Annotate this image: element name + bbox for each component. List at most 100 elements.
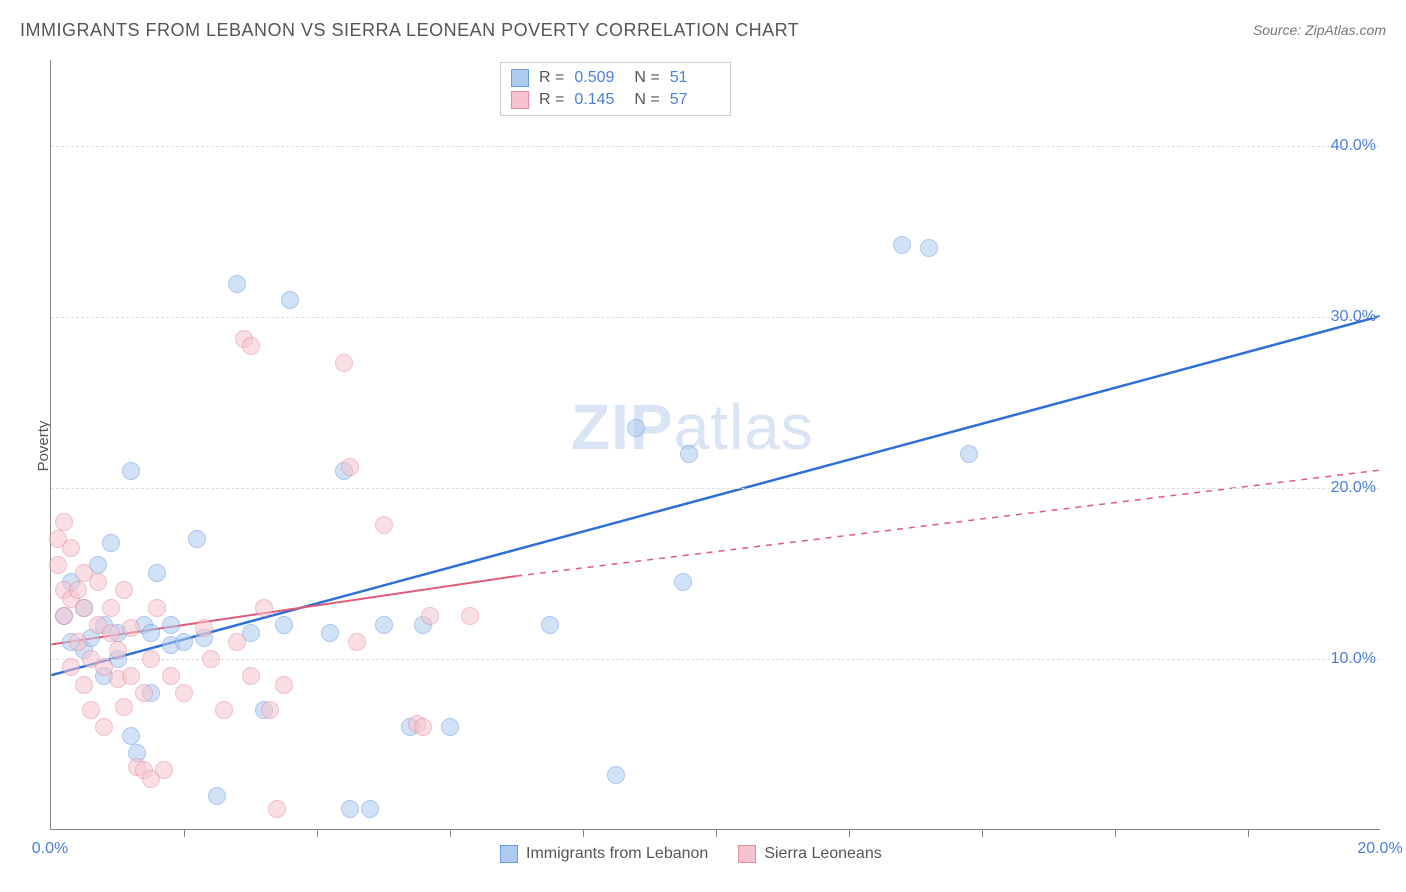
data-point — [341, 800, 359, 818]
data-point — [228, 275, 246, 293]
chart-title: IMMIGRANTS FROM LEBANON VS SIERRA LEONEA… — [20, 20, 799, 41]
data-point — [261, 701, 279, 719]
data-point — [195, 619, 213, 637]
data-point — [275, 676, 293, 694]
legend-label-lebanon: Immigrants from Lebanon — [526, 845, 708, 863]
data-point — [75, 599, 93, 617]
data-point — [375, 616, 393, 634]
correlation-legend: R =0.509N =51R =0.145N =57 — [500, 62, 731, 116]
x-tick — [450, 829, 451, 837]
legend-item-sierra: Sierra Leoneans — [738, 845, 881, 863]
data-point — [321, 624, 339, 642]
data-point — [375, 516, 393, 534]
data-point — [162, 667, 180, 685]
data-point — [122, 619, 140, 637]
legend-row: R =0.509N =51 — [511, 67, 720, 89]
data-point — [242, 337, 260, 355]
data-point — [242, 667, 260, 685]
data-point — [175, 684, 193, 702]
trend-line-extrapolated — [516, 470, 1379, 576]
data-point — [135, 684, 153, 702]
legend-swatch-lebanon — [500, 845, 518, 863]
data-point — [960, 445, 978, 463]
gridline-h — [51, 317, 1380, 318]
r-label: R = — [539, 91, 564, 109]
data-point — [674, 573, 692, 591]
y-tick-label: 40.0% — [1331, 137, 1376, 155]
legend-swatch — [511, 91, 529, 109]
data-point — [102, 599, 120, 617]
data-point — [69, 633, 87, 651]
legend-item-lebanon: Immigrants from Lebanon — [500, 845, 708, 863]
n-value: 51 — [670, 69, 720, 87]
legend-swatch-sierra — [738, 845, 756, 863]
data-point — [541, 616, 559, 634]
watermark-bold: ZIP — [571, 391, 674, 463]
data-point — [162, 616, 180, 634]
data-point — [680, 445, 698, 463]
data-point — [148, 599, 166, 617]
data-point — [115, 698, 133, 716]
data-point — [893, 236, 911, 254]
data-point — [255, 599, 273, 617]
data-point — [122, 462, 140, 480]
data-point — [155, 761, 173, 779]
x-tick — [849, 829, 850, 837]
data-point — [341, 458, 359, 476]
data-point — [122, 667, 140, 685]
x-tick-label: 20.0% — [1357, 840, 1402, 858]
data-point — [62, 539, 80, 557]
x-tick — [1248, 829, 1249, 837]
y-tick-label: 10.0% — [1331, 650, 1376, 668]
data-point — [109, 641, 127, 659]
data-point — [414, 718, 432, 736]
x-tick — [317, 829, 318, 837]
legend-row: R =0.145N =57 — [511, 89, 720, 111]
data-point — [102, 624, 120, 642]
gridline-h — [51, 488, 1380, 489]
data-point — [281, 291, 299, 309]
data-point — [69, 581, 87, 599]
data-point — [102, 534, 120, 552]
data-point — [188, 530, 206, 548]
x-tick — [716, 829, 717, 837]
trend-lines-layer — [51, 60, 1380, 829]
data-point — [268, 800, 286, 818]
data-point — [89, 573, 107, 591]
n-label: N = — [634, 91, 659, 109]
data-point — [115, 581, 133, 599]
data-point — [607, 766, 625, 784]
gridline-h — [51, 659, 1380, 660]
data-point — [175, 633, 193, 651]
n-label: N = — [634, 69, 659, 87]
data-point — [142, 624, 160, 642]
plot-area: ZIPatlas 10.0%20.0%30.0%40.0% — [50, 60, 1380, 830]
source-attribution: Source: ZipAtlas.com — [1253, 22, 1386, 38]
data-point — [55, 513, 73, 531]
data-point — [55, 607, 73, 625]
legend-swatch — [511, 69, 529, 87]
trend-line — [51, 316, 1379, 675]
x-tick — [982, 829, 983, 837]
n-value: 57 — [670, 91, 720, 109]
data-point — [82, 701, 100, 719]
data-point — [920, 239, 938, 257]
x-tick — [583, 829, 584, 837]
data-point — [122, 727, 140, 745]
data-point — [421, 607, 439, 625]
data-point — [215, 701, 233, 719]
r-label: R = — [539, 69, 564, 87]
data-point — [148, 564, 166, 582]
data-point — [75, 676, 93, 694]
legend-label-sierra: Sierra Leoneans — [764, 845, 881, 863]
data-point — [627, 419, 645, 437]
data-point — [95, 718, 113, 736]
data-point — [228, 633, 246, 651]
data-point — [361, 800, 379, 818]
y-tick-label: 20.0% — [1331, 479, 1376, 497]
data-point — [62, 658, 80, 676]
data-point — [202, 650, 220, 668]
gridline-h — [51, 146, 1380, 147]
data-point — [441, 718, 459, 736]
x-tick-label: 0.0% — [32, 840, 68, 858]
